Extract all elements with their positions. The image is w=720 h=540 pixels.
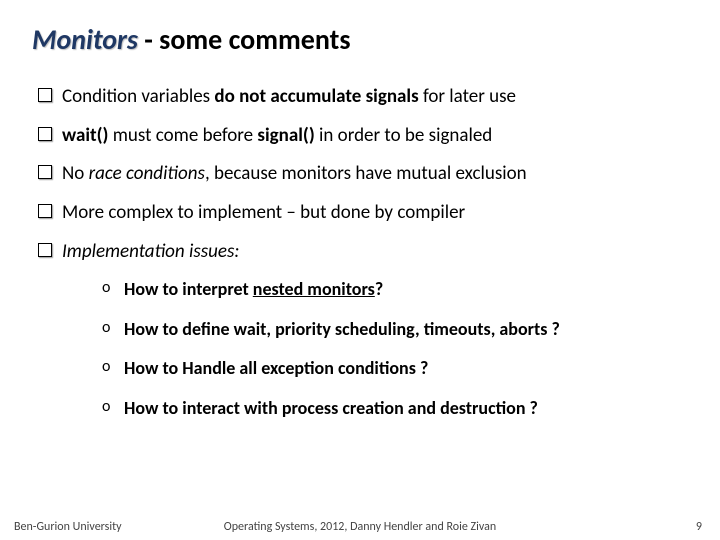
slide-title: Monitors - some comments — [32, 22, 688, 57]
footer-course: Operating Systems, 2012, Danny Hendler a… — [210, 521, 510, 534]
bullet-item: Implementation issues: How to interpret … — [36, 240, 688, 420]
bullet-item: Condition variables do not accumulate si… — [36, 85, 688, 110]
page-number: 9 — [696, 520, 702, 534]
bullet-item: More complex to implement – but done by … — [36, 201, 688, 226]
slide: Monitors - some comments Condition varia… — [0, 0, 720, 540]
sub-bullet-item: How to define wait, priority scheduling,… — [102, 318, 688, 341]
sub-bullet-item: How to interpret nested monitors? — [102, 278, 688, 301]
sub-bullet-list: How to interpret nested monitors? How to… — [62, 278, 688, 420]
main-bullet-list: Condition variables do not accumulate si… — [32, 85, 688, 420]
title-rest: - some comments — [138, 22, 351, 57]
bullet-item: wait() must come before signal() in orde… — [36, 124, 688, 149]
title-emphasis: Monitors — [32, 22, 138, 57]
sub-bullet-item: How to interact with process creation an… — [102, 397, 688, 420]
bullet-item: No race conditions, because monitors hav… — [36, 162, 688, 187]
footer-university: Ben-Gurion University — [14, 520, 122, 534]
sub-bullet-item: How to Handle all exception conditions ? — [102, 357, 688, 380]
